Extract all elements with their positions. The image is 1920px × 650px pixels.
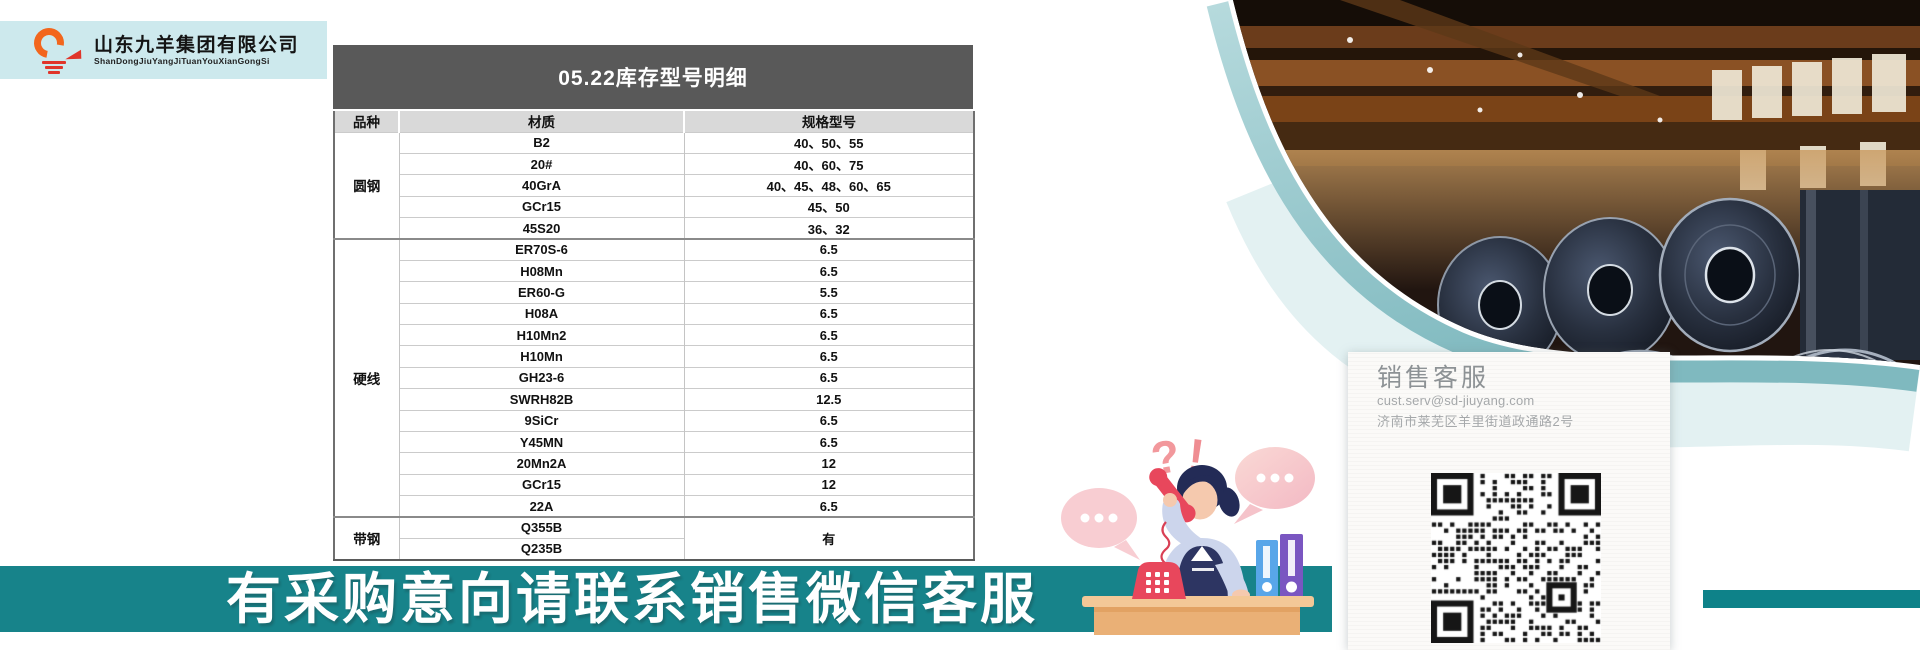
material-cell: B2 bbox=[399, 131, 685, 154]
spec-cell: 5.5 bbox=[684, 281, 974, 304]
contact-card: 销售客服 cust.serv@sd-jiuyang.com 济南市莱芜区羊里街道… bbox=[1348, 352, 1670, 650]
material-cell: H08A bbox=[399, 302, 685, 325]
inventory-table-title: 05.22库存型号明细 bbox=[333, 45, 973, 109]
logo-arc-shape bbox=[28, 22, 70, 64]
speech-bubble-left bbox=[1061, 488, 1140, 560]
material-cell: H10Mn2 bbox=[399, 324, 685, 346]
spec-cell: 12.5 bbox=[684, 388, 974, 411]
column-header-2: 规格型号 bbox=[683, 109, 974, 132]
material-cell: SWRH82B bbox=[399, 388, 685, 411]
category-cell: 带钢 bbox=[334, 516, 400, 560]
material-cell: 45S20 bbox=[399, 217, 685, 239]
spec-cell: 6.5 bbox=[684, 366, 974, 389]
spec-cell: 6.5 bbox=[684, 237, 974, 261]
company-name: 山东九羊集团有限公司 bbox=[94, 34, 300, 56]
material-cell: 40GrA bbox=[399, 174, 685, 197]
inventory-grid-header: 品种 材质 规格型号 bbox=[334, 109, 974, 132]
inventory-grid: 品种 材质 规格型号 圆钢 B2 40、50、55 20# 40、60、75 40GrA 40、… bbox=[333, 109, 975, 561]
material-cell: 20# bbox=[399, 152, 685, 175]
company-logo-block: 山东九羊集团有限公司 ShanDongJiuYangJiTuanYouXianG… bbox=[0, 21, 327, 79]
material-cell: 20Mn2A bbox=[399, 452, 685, 475]
material-cell: ER70S-6 bbox=[399, 237, 685, 261]
bottom-accent-bar bbox=[1703, 590, 1920, 608]
spec-cell: 6.5 bbox=[684, 259, 974, 282]
category-cell: 硬线 bbox=[334, 237, 400, 518]
spec-cell: 有 bbox=[684, 516, 974, 560]
material-cell: GH23-6 bbox=[399, 366, 685, 389]
table-row: H10Mn 6.5 bbox=[334, 345, 974, 368]
table-row: SWRH82B 12.5 bbox=[334, 388, 974, 411]
purchase-banner-text: 有采购意向请联系销售微信客服 bbox=[226, 568, 1039, 630]
material-cell: ER60-G bbox=[399, 281, 685, 304]
table-row: Q235B bbox=[334, 537, 974, 560]
table-row: 20# 40、60、75 bbox=[334, 152, 974, 175]
table-row: 45S20 36、32 bbox=[334, 217, 974, 239]
material-cell: 9SiCr bbox=[399, 409, 685, 432]
spec-cell: 6.5 bbox=[684, 409, 974, 432]
spec-cell: 40、60、75 bbox=[684, 152, 974, 175]
material-cell: H08Mn bbox=[399, 259, 685, 282]
spec-cell: 12 bbox=[684, 452, 974, 475]
column-header-0: 品种 bbox=[334, 109, 399, 132]
qr-code bbox=[1431, 473, 1601, 643]
spec-cell: 6.5 bbox=[684, 324, 974, 346]
table-row: Y45MN 6.5 bbox=[334, 430, 974, 453]
table-row: 硬线 ER70S-6 6.5 bbox=[334, 237, 974, 518]
inventory-table: 05.22库存型号明细 品种 材质 规格型号 圆钢 B2 40、50、55 20# 40、6… bbox=[333, 45, 975, 561]
material-cell: Q355B bbox=[399, 516, 685, 539]
spec-cell: 6.5 bbox=[684, 495, 974, 518]
photo-steel-coils bbox=[1233, 0, 1920, 365]
table-row: 9SiCr 6.5 bbox=[334, 409, 974, 432]
spec-cell: 6.5 bbox=[684, 430, 974, 453]
table-row: 40GrA 40、45、48、60、65 bbox=[334, 174, 974, 197]
speech-bubble-right bbox=[1234, 447, 1315, 524]
category-cell: 圆钢 bbox=[334, 131, 400, 239]
contact-card-heading: 销售客服 bbox=[1377, 364, 1490, 392]
table-row: GH23-6 6.5 bbox=[334, 366, 974, 389]
spec-cell: 40、45、48、60、65 bbox=[684, 174, 974, 197]
contact-address: 济南市莱芜区羊里街道政通路2号 bbox=[1377, 414, 1574, 429]
contact-email: cust.serv@sd-jiuyang.com bbox=[1377, 393, 1535, 408]
spec-cell: 36、32 bbox=[684, 217, 974, 239]
spec-cell: 12 bbox=[684, 473, 974, 496]
spec-cell: 45、50 bbox=[684, 195, 974, 218]
desk-phone bbox=[1132, 562, 1186, 599]
logo-triangle-shape bbox=[64, 40, 82, 60]
material-cell: Q235B bbox=[399, 537, 685, 560]
spec-cell: 6.5 bbox=[684, 345, 974, 368]
material-cell: GCr15 bbox=[399, 195, 685, 218]
table-row: GCr15 12 bbox=[334, 473, 974, 496]
table-row: 带钢 Q355B 有 bbox=[334, 516, 974, 560]
material-cell: H10Mn bbox=[399, 345, 685, 368]
company-name-pinyin: ShanDongJiuYangJiTuanYouXianGongSi bbox=[94, 55, 270, 66]
inventory-grid-body: 圆钢 B2 40、50、55 20# 40、60、75 40GrA 40、45、48、60、… bbox=[334, 131, 974, 560]
support-agent bbox=[1149, 465, 1250, 608]
jiuyang-logo-icon bbox=[28, 22, 86, 74]
table-row: 圆钢 B2 40、50、55 bbox=[334, 131, 974, 239]
material-cell: GCr15 bbox=[399, 473, 685, 496]
binders bbox=[1256, 534, 1303, 598]
table-row: ER60-G 5.5 bbox=[334, 281, 974, 304]
spec-cell: 6.5 bbox=[684, 302, 974, 325]
column-header-1: 材质 bbox=[398, 109, 684, 132]
right-decoration bbox=[1206, 0, 1920, 608]
spec-cell: 40、50、55 bbox=[684, 131, 974, 154]
table-row: H08A 6.5 bbox=[334, 302, 974, 325]
desk bbox=[1082, 596, 1314, 635]
material-cell: 22A bbox=[399, 495, 685, 518]
table-row: 20Mn2A 12 bbox=[334, 452, 974, 475]
table-row: GCr15 45、50 bbox=[334, 195, 974, 218]
customer-service-illustration: ? ! bbox=[1061, 429, 1315, 635]
table-row: 22A 6.5 bbox=[334, 495, 974, 518]
material-cell: Y45MN bbox=[399, 430, 685, 453]
table-row: H08Mn 6.5 bbox=[334, 259, 974, 282]
table-row: H10Mn2 6.5 bbox=[334, 324, 974, 346]
